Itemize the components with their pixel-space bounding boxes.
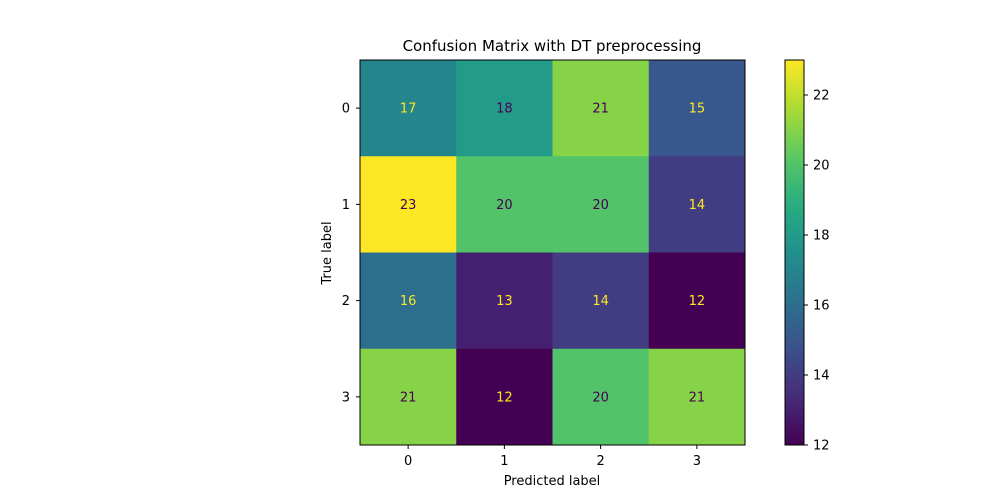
cell-value-label: 18: [496, 102, 513, 117]
cell-value-label: 20: [592, 390, 609, 405]
x-tick-label: 0: [404, 454, 412, 469]
heatmap-cell: [648, 252, 746, 350]
cell-value-label: 21: [400, 390, 417, 405]
cell-value-label: 14: [592, 294, 609, 309]
y-axis-ticks: 0 1 2 3: [342, 102, 360, 405]
colorbar-ticks: 12 14 16 18 20 22: [804, 89, 830, 454]
x-axis-ticks: 0 1 2 3: [404, 445, 701, 469]
cell-value-label: 20: [592, 198, 609, 213]
colorbar-tick-label: 14: [813, 369, 830, 384]
chart-title: Confusion Matrix with DT preprocessing: [403, 37, 702, 55]
heatmap-cell: [552, 348, 650, 446]
cell-value-label: 15: [689, 102, 706, 117]
colorbar-tick-label: 18: [813, 229, 830, 244]
x-tick-label: 3: [693, 454, 701, 469]
cell-value-label: 21: [689, 390, 706, 405]
colorbar-tick-label: 12: [813, 439, 830, 454]
plot-frame: [359, 59, 746, 446]
heatmap-cells: [360, 60, 746, 446]
heatmap-cell: [360, 252, 457, 350]
x-tick-label: 1: [500, 454, 508, 469]
cell-value-label: 20: [496, 198, 513, 213]
y-axis-label: True label: [320, 221, 335, 285]
heatmap-cell: [456, 156, 553, 253]
cell-value-label: 14: [689, 198, 706, 213]
heatmap-cell: [552, 156, 650, 253]
heatmap-cell: [456, 348, 553, 446]
cell-value-label: 13: [496, 294, 513, 309]
y-tick-label: 0: [342, 102, 350, 117]
heatmap-cell: [552, 252, 650, 350]
cell-value-label: 23: [400, 198, 417, 213]
cell-value-label: 17: [400, 102, 417, 117]
x-axis-label: Predicted label: [504, 474, 601, 489]
heatmap-cell: [648, 60, 746, 157]
heatmap-cell: [456, 252, 553, 350]
y-tick-label: 3: [342, 390, 350, 405]
heatmap-cell: [360, 156, 457, 253]
colorbar-tick-label: 16: [813, 299, 830, 314]
heatmap-cell: [360, 348, 457, 446]
cell-value-label: 16: [400, 294, 417, 309]
y-tick-label: 1: [342, 198, 350, 213]
colorbar-tick-label: 22: [813, 89, 830, 104]
heatmap-cell: [552, 60, 650, 157]
cell-value-label: 21: [592, 102, 609, 117]
y-tick-label: 2: [342, 294, 350, 309]
cell-value-label: 12: [689, 294, 706, 309]
colorbar: [785, 60, 804, 445]
colorbar-frame: [784, 59, 805, 446]
heatmap-cell: [456, 60, 553, 157]
x-tick-label: 2: [596, 454, 604, 469]
heatmap-cell: [648, 156, 746, 253]
colorbar-tick-label: 20: [813, 159, 830, 174]
cell-value-label: 12: [496, 390, 513, 405]
heatmap-annotations: 17 18 21 15 23 20 20 14 16 13 14 12 21 12 20 21: [400, 102, 705, 406]
heatmap-cell: [360, 60, 457, 157]
heatmap-cell: [648, 348, 746, 446]
